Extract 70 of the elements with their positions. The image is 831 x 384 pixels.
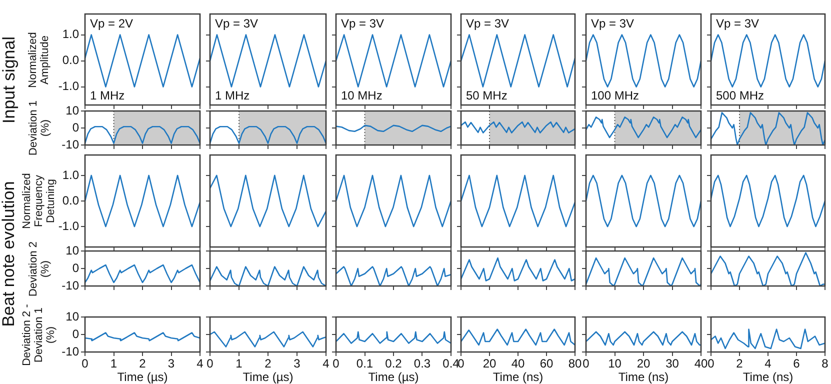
y-axis-title: Normalized Amplitude (26, 32, 51, 88)
y-tick-label: -1.0 (58, 79, 80, 94)
x-tick-label: 0 (708, 356, 715, 371)
x-axis-title: Time (ns) (742, 370, 794, 384)
x-tick-label: 20 (636, 356, 650, 371)
x-tick-label: 20 (482, 356, 496, 371)
annotation: 500 MHz (716, 88, 764, 102)
y-tick-label: 10 (66, 243, 80, 258)
x-tick-label: 3 (168, 356, 175, 371)
annotation: 1 MHz (90, 88, 125, 102)
y-tick-label: -1.0 (58, 218, 80, 233)
y-tick-label: 10 (66, 309, 80, 324)
y-tick-label: 0 (72, 260, 80, 275)
text: Input signal (0, 36, 19, 123)
x-tick-label: 4 (196, 356, 204, 371)
annotation: Vp = 3V (341, 16, 384, 30)
annotation: 10 MHz (341, 88, 382, 102)
annotation: Vp = 3V (466, 16, 510, 30)
x-tick-label: 0.2 (385, 356, 402, 371)
x-axis-title: Time (µs) (242, 370, 294, 384)
annotation: 100 MHz (591, 88, 640, 102)
x-tick-label: 10 (608, 356, 622, 371)
annotation: Vp = 3V (716, 16, 760, 30)
text: Beat note evolution (0, 180, 19, 326)
y-axis-title: Deviation 2 (%) (27, 240, 52, 296)
x-tick-label: 2 (139, 356, 146, 371)
y-axis-title: Deviation 2 - Deviation 1 (%) (20, 304, 57, 366)
x-tick-label: 6 (793, 356, 800, 371)
x-tick-label: 2 (264, 356, 272, 371)
y-tick-label: 1.0 (62, 168, 80, 182)
x-tick-label: 0.4 (442, 356, 460, 371)
x-tick-label: 30 (666, 356, 680, 371)
annotation: Vp = 2V (90, 16, 134, 30)
x-tick-label: 4 (764, 356, 772, 371)
x-tick-label: 40 (694, 356, 708, 371)
x-axis-title: Time (ns) (618, 370, 669, 384)
x-axis-title: Time (ns) (492, 370, 544, 384)
x-tick-label: 2 (736, 356, 744, 371)
y-tick-label: 10 (66, 103, 80, 118)
x-tick-label: 4 (322, 356, 330, 371)
y-tick-label: -10 (62, 137, 80, 152)
x-tick-label: 1 (110, 356, 118, 371)
x-tick-label: 0.3 (414, 356, 431, 371)
annotation: Vp = 3V (591, 16, 634, 30)
x-axis-title: Time (µs) (368, 370, 419, 384)
x-tick-label: 0 (82, 356, 89, 371)
annotation: 50 MHz (466, 88, 508, 102)
x-tick-label: 1 (236, 356, 243, 371)
x-tick-label: 0 (458, 356, 465, 371)
x-tick-label: 8 (822, 356, 829, 371)
annotation: 1 MHz (215, 88, 250, 102)
x-tick-label: 40 (511, 356, 525, 371)
y-axis-title: Normalized Frequency Detuning (20, 173, 57, 229)
y-tick-label: -10 (62, 344, 80, 358)
y-tick-label: 0 (72, 120, 80, 134)
x-tick-label: 0 (332, 356, 340, 371)
x-tick-label: 60 (540, 356, 554, 371)
y-tick-label: -10 (62, 278, 80, 292)
x-tick-label: 0 (206, 356, 214, 371)
x-axis-title: Time (µs) (117, 370, 168, 384)
y-tick-label: 0.0 (62, 193, 80, 208)
annotation: Vp = 3V (215, 16, 258, 30)
x-tick-label: 0.1 (356, 356, 374, 371)
x-tick-label: 3 (294, 356, 301, 371)
x-tick-label: 0 (582, 356, 590, 371)
y-tick-label: 0 (72, 326, 80, 341)
x-tick-label: 80 (568, 356, 582, 371)
y-tick-label: 0.0 (62, 53, 80, 68)
y-axis-title: Deviation 1 (%) (27, 100, 52, 156)
y-tick-label: 1.0 (62, 27, 80, 42)
